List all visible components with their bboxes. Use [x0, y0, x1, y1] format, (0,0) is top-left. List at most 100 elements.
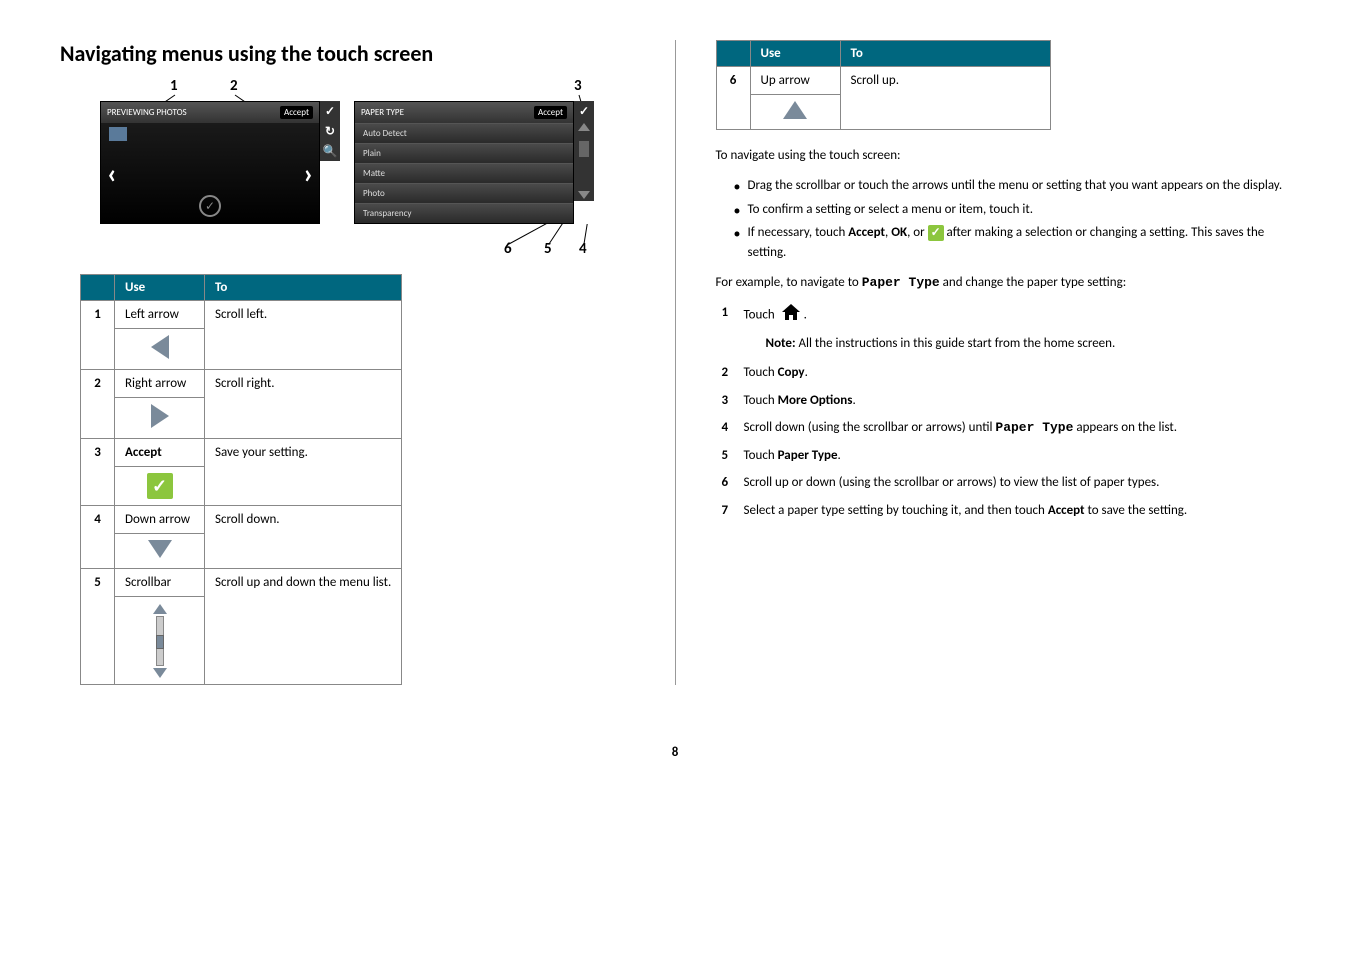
home-icon: [780, 303, 802, 328]
touch-screen-mockups: 1 2 PREVIEWING PHOTOS Accept ‹: [100, 77, 635, 254]
paper-type-list: Auto Detect Plain Matte Photo Transparen…: [355, 123, 573, 223]
list-item[interactable]: Matte: [355, 163, 573, 183]
example-mono: Paper Type: [862, 275, 940, 290]
scrollbar-thumb-icon: [579, 141, 589, 157]
step-item: Touch Paper Type.: [722, 446, 1291, 466]
row-to: Scroll up.: [840, 67, 1050, 130]
list-item[interactable]: Auto Detect: [355, 123, 573, 143]
bullet-item: Drag the scrollbar or touch the arrows u…: [734, 176, 1291, 196]
row-num: 4: [81, 506, 115, 569]
step-item: Touch . Note: All the instructions in th…: [722, 303, 1291, 353]
down-arrow-icon: [148, 540, 172, 558]
row-use: Accept: [115, 439, 205, 467]
list-item[interactable]: Plain: [355, 143, 573, 163]
row-num: 2: [81, 370, 115, 439]
refresh-icon[interactable]: ↻: [320, 121, 340, 141]
example-line: For example, to navigate to Paper Type a…: [716, 275, 1291, 290]
row-num: 5: [81, 569, 115, 685]
circle-check-icon[interactable]: ✓: [199, 195, 221, 217]
scrollbar-up-icon: [578, 123, 590, 131]
scrollbar-icon: [153, 604, 167, 678]
left-arrow-icon: [151, 335, 169, 359]
callout-lines-top-right: [354, 77, 604, 101]
example-post: and change the paper type setting:: [940, 275, 1127, 290]
table-header-blank: [81, 275, 115, 301]
zoom-icon[interactable]: 🔍: [320, 141, 340, 161]
table-header-row: Use To: [81, 275, 402, 301]
step-item: Touch More Options.: [722, 391, 1291, 411]
step7-bold: Accept: [1048, 503, 1085, 518]
callout-6: 6: [504, 240, 512, 258]
check-icon-side-right[interactable]: ✓: [574, 101, 594, 121]
step3-bold: More Options: [778, 393, 853, 408]
step1-pre: Touch: [744, 307, 778, 322]
example-pre: For example, to navigate to: [716, 275, 862, 290]
table-header-to: To: [205, 275, 402, 301]
right-arrow-icon: [151, 404, 169, 428]
row-use: Down arrow: [115, 506, 205, 534]
list-item[interactable]: Transparency: [355, 203, 573, 223]
down-arrow-icon-cell: [115, 534, 205, 569]
accept-label-right[interactable]: Accept: [534, 106, 567, 119]
intro-line: To navigate using the touch screen:: [716, 148, 1291, 163]
step1-note: Note: All the instructions in this guide…: [766, 334, 1291, 354]
row-use: Right arrow: [115, 370, 205, 398]
note-text: All the instructions in this guide start…: [796, 336, 1116, 351]
mockup-left-wrap: 1 2 PREVIEWING PHOTOS Accept ‹: [100, 77, 340, 224]
row-use: Up arrow: [750, 67, 840, 95]
screen-right-side-icons: ✓: [574, 101, 594, 224]
table-header-use: Use: [750, 41, 840, 67]
step7-pre: Select a paper type setting by touching …: [744, 503, 1048, 518]
step-item: Select a paper type setting by touching …: [722, 501, 1291, 521]
left-arrow-btn[interactable]: ‹: [107, 156, 117, 191]
bullet-item: If necessary, touch Accept, OK, or ✓ aft…: [734, 223, 1291, 262]
step-item: Scroll down (using the scrollbar or arro…: [722, 418, 1291, 438]
screen-left-side-icons: ✓ ↻ 🔍: [320, 101, 340, 224]
table-row: 3 Accept Save your setting.: [81, 439, 402, 467]
section-title: Navigating menus using the touch screen: [60, 40, 635, 67]
accept-label-left[interactable]: Accept: [280, 106, 313, 119]
check-icon: ✓: [147, 473, 173, 499]
page-columns: Navigating menus using the touch screen …: [60, 40, 1290, 685]
right-arrow-btn[interactable]: ›: [303, 156, 313, 191]
up-arrow-icon: [783, 101, 807, 119]
right-arrow-icon-cell: [115, 398, 205, 439]
screen-right-title: PAPER TYPE: [361, 107, 404, 118]
row-use: Left arrow: [115, 301, 205, 329]
row-num: 3: [81, 439, 115, 506]
step4-post: appears on the list.: [1073, 420, 1177, 435]
table-header-blank: [716, 41, 750, 67]
list-item[interactable]: Photo: [355, 183, 573, 203]
steps-list: Touch . Note: All the instructions in th…: [716, 303, 1291, 520]
step7-post: to save the setting.: [1085, 503, 1188, 518]
bullet3-ok: OK: [891, 225, 907, 240]
note-label: Note:: [766, 336, 796, 351]
row-num: 6: [716, 67, 750, 130]
row-to: Save your setting.: [205, 439, 402, 506]
step2-pre: Touch: [744, 365, 778, 380]
callout-lines-top-left: [100, 77, 320, 101]
thumb-icon: [109, 127, 127, 141]
page-number: 8: [60, 745, 1290, 760]
bullet3-mid: , or: [907, 225, 928, 240]
callout-lines-bottom: [354, 224, 604, 254]
step5-bold: Paper Type: [778, 448, 838, 463]
check-icon-side[interactable]: ✓: [320, 101, 340, 121]
bullet-item: To confirm a setting or select a menu or…: [734, 200, 1291, 220]
controls-table-right: Use To 6 Up arrow Scroll up.: [716, 40, 1051, 130]
callout-4: 4: [579, 240, 587, 258]
scrollbar-down-icon: [578, 191, 590, 199]
step4-mono: Paper Type: [995, 420, 1073, 435]
bullet3-pre: If necessary, touch: [748, 225, 849, 240]
bullet3-accept: Accept: [848, 225, 885, 240]
inline-check-icon: ✓: [928, 225, 944, 241]
table-row: 6 Up arrow Scroll up.: [716, 67, 1050, 95]
scrollbar-widget[interactable]: [574, 121, 594, 201]
screen-left-title: PREVIEWING PHOTOS: [107, 107, 187, 118]
row-to: Scroll down.: [205, 506, 402, 569]
bullet-list: Drag the scrollbar or touch the arrows u…: [716, 176, 1291, 262]
screen-left-body: ‹ ✓ ›: [101, 123, 319, 223]
accept-icon-cell: ✓: [115, 467, 205, 506]
table-row: 2 Right arrow Scroll right.: [81, 370, 402, 398]
step-item: Touch Copy.: [722, 363, 1291, 383]
